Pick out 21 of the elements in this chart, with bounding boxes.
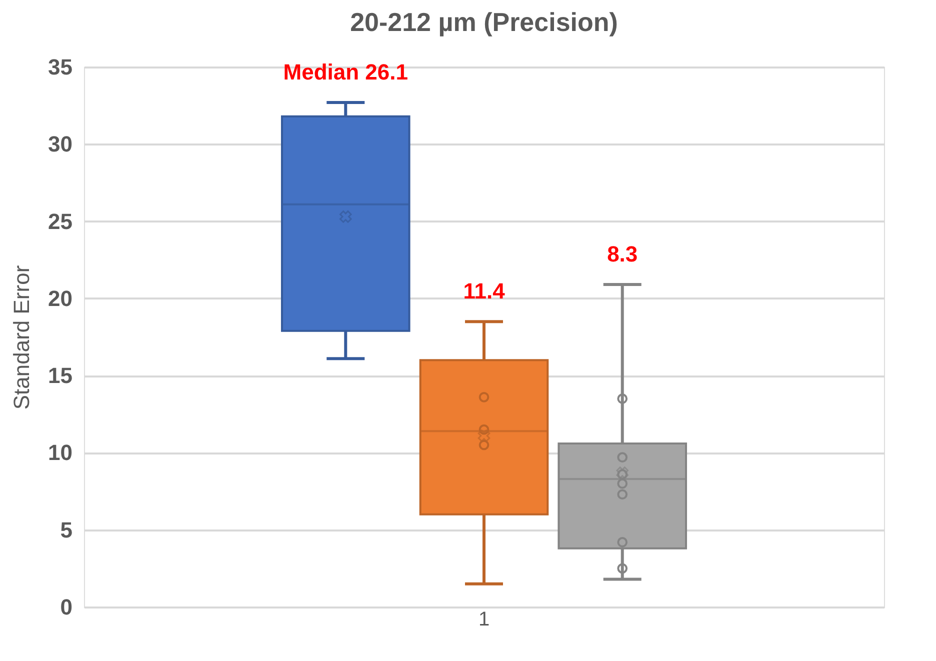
point [617, 563, 628, 574]
annotation: 8.3 [607, 242, 638, 267]
annotation: 11.4 [463, 278, 506, 304]
point [617, 394, 628, 404]
chart-title: 20-212 µm (Precision) [350, 7, 618, 37]
y-tick-label: 30 [48, 132, 72, 157]
y-tick-label: 5 [60, 517, 72, 542]
point [617, 489, 628, 500]
y-tick-label: 0 [60, 594, 72, 620]
y-axis-title: Standard Error [9, 265, 34, 410]
point [617, 452, 628, 463]
annotation: Median 26.1 [283, 59, 408, 84]
y-tick-label: 20 [48, 286, 72, 311]
y-tick-label: 35 [48, 54, 72, 80]
y-tick-label: 15 [48, 363, 72, 388]
point [617, 537, 628, 548]
y-tick-label: 10 [48, 440, 72, 466]
point [617, 478, 628, 489]
y-tick-label: 25 [48, 208, 72, 234]
point [617, 469, 628, 480]
x-tick-label: 1 [478, 608, 490, 630]
